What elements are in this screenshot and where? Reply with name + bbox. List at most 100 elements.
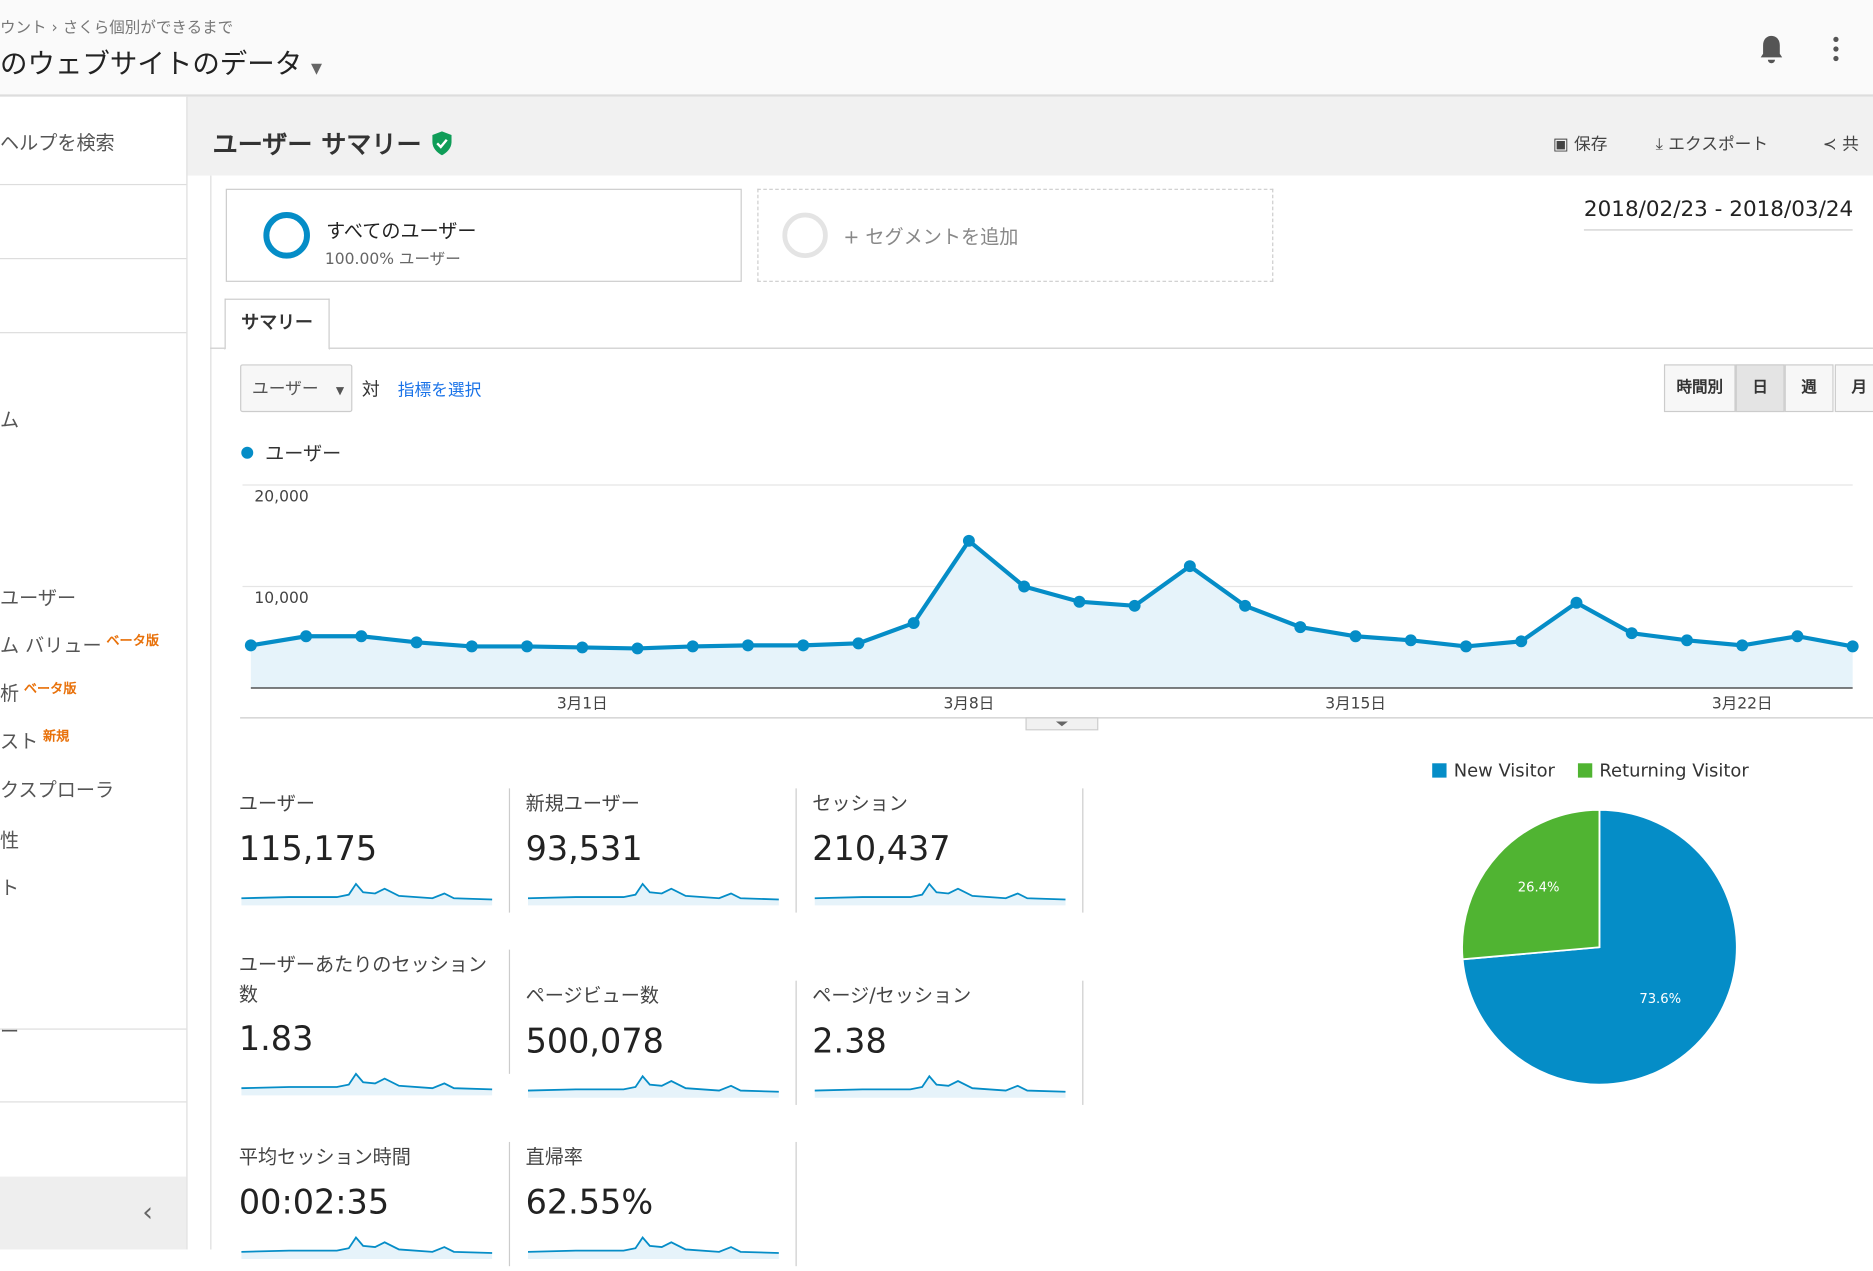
segment-icon (263, 212, 310, 259)
crumb[interactable]: ウント (0, 19, 47, 38)
add-segment-box[interactable] (757, 188, 1274, 282)
point (852, 637, 865, 650)
metric-value: 1.83 (238, 1018, 314, 1059)
metric-separator (1082, 788, 1084, 913)
sidebar-item[interactable]: ム バリュー ベータ版 (0, 630, 159, 659)
metric-separator (795, 788, 797, 913)
x-tick-label: 3月8日 (944, 694, 995, 712)
metric-separator (795, 1141, 797, 1267)
sidebar-item[interactable]: ー (0, 1015, 19, 1044)
sidebar-item[interactable]: 析ベータ版 (0, 677, 76, 706)
sidebar-label: ト (0, 876, 20, 900)
segment-name: すべてのユーザー (326, 219, 477, 243)
metric-separator (508, 788, 511, 913)
sparkline (527, 1074, 779, 1098)
sidebar-item[interactable]: ユーザー (0, 582, 76, 611)
save[interactable]: ▣ 保存 (1552, 134, 1608, 155)
point (300, 630, 313, 643)
metric-value: 62.55% (525, 1182, 654, 1222)
versus: 対 (361, 378, 380, 401)
point (686, 640, 699, 653)
top-bar (0, 0, 1873, 97)
point (521, 640, 533, 653)
granularity-button[interactable]: 週 (1784, 364, 1834, 413)
line (250, 537, 1854, 651)
sparkline (527, 1236, 779, 1260)
sidebar-label: ー (0, 1020, 20, 1043)
choose-metric[interactable]: 指標を選択 (397, 381, 482, 401)
pie-label: 73.6% (1639, 992, 1681, 1007)
metric-value: 500,078 (525, 1021, 664, 1061)
metric-value: 115,175 (238, 828, 378, 869)
point (1128, 599, 1141, 612)
point (244, 639, 257, 652)
metric-label: ユーザーあたりのセッション数 (238, 953, 487, 1006)
sidebar-item[interactable]: スト 新規 (0, 725, 69, 754)
sparkline (814, 882, 1066, 906)
collapse[interactable]: ‹ (0, 1176, 187, 1250)
crumb[interactable]: さくら個別ができるまで (62, 19, 234, 38)
date-range[interactable]: 2018/02/23 - 2018/03/24 (1583, 197, 1854, 231)
point (1404, 634, 1417, 647)
point (355, 630, 368, 643)
help-search[interactable]: ヘルプを検索 (0, 131, 115, 155)
metric-label: 平均セッション時間 (238, 1145, 411, 1169)
metric-value: 210,437 (812, 828, 951, 869)
view-title-text: のウェブサイトのデータ (0, 48, 303, 81)
legend-swatch (1577, 763, 1593, 778)
view-title[interactable]: のウェブサイトのデータ ▼ (0, 48, 322, 81)
menu-icon[interactable] (1831, 36, 1841, 62)
legend-label: New Visitor (1454, 760, 1556, 781)
point (1073, 595, 1086, 608)
breadcrumb[interactable]: ウント › さくら個別ができるまで (0, 19, 234, 38)
point (797, 639, 810, 652)
x-tick-label: 3月1日 (557, 694, 608, 712)
segment[interactable] (225, 188, 742, 282)
sidebar-item[interactable]: クスプローラ (0, 774, 114, 803)
point (1846, 640, 1859, 653)
point (1183, 560, 1196, 573)
point (962, 534, 975, 547)
add-segment[interactable]: + セグメントを追加 (843, 225, 1019, 249)
sparkline (241, 1236, 493, 1260)
sidebar-label: ム バリュー (0, 634, 102, 657)
sparkline (241, 1072, 493, 1096)
granularity-button[interactable]: 日 (1735, 364, 1785, 413)
page-title: ユーザー サマリー (213, 125, 455, 161)
metric-separator (508, 949, 511, 1074)
point (631, 642, 644, 655)
granularity-button[interactable]: 時間別 (1663, 364, 1736, 413)
metric-select[interactable]: ユーザー ▼ (240, 364, 353, 413)
y-tick-label: 10,000 (254, 589, 308, 607)
sidebar (0, 96, 188, 1250)
point (1791, 630, 1804, 643)
x-tick-label: 3月22日 (1712, 694, 1773, 712)
page-header (187, 96, 1873, 176)
tab[interactable]: サマリー (224, 298, 330, 350)
point (1294, 621, 1307, 634)
share[interactable]: ≺ 共 (1822, 134, 1859, 155)
point (1570, 596, 1583, 609)
point (1736, 639, 1749, 652)
metric-label: 直帰率 (525, 1145, 583, 1169)
sidebar-item[interactable]: ム (0, 404, 19, 433)
point (576, 641, 589, 654)
metric-label: ページ/セッション (812, 984, 972, 1007)
badge: ベータ版 (23, 680, 77, 697)
granularity-button[interactable]: 月 (1834, 364, 1873, 413)
sparkline (241, 882, 493, 906)
pie-label: 26.4% (1518, 881, 1560, 896)
bell-icon[interactable] (1758, 33, 1784, 64)
metric-label: 新規ユーザー (525, 791, 640, 815)
sparkline (814, 1074, 1066, 1098)
segment-share: 100.00% ユーザー (324, 250, 461, 269)
metric-separator (508, 1141, 511, 1267)
legend-swatch (1432, 763, 1447, 778)
page-title-text: ユーザー サマリー (212, 130, 422, 159)
point (1625, 627, 1638, 640)
y-tick-label: 20,000 (254, 488, 308, 506)
sidebar-item[interactable]: ト (0, 872, 19, 901)
export[interactable]: ⤓ エクスポート (1655, 134, 1769, 155)
sidebar-item[interactable]: 性 (0, 824, 19, 853)
point (410, 636, 423, 649)
